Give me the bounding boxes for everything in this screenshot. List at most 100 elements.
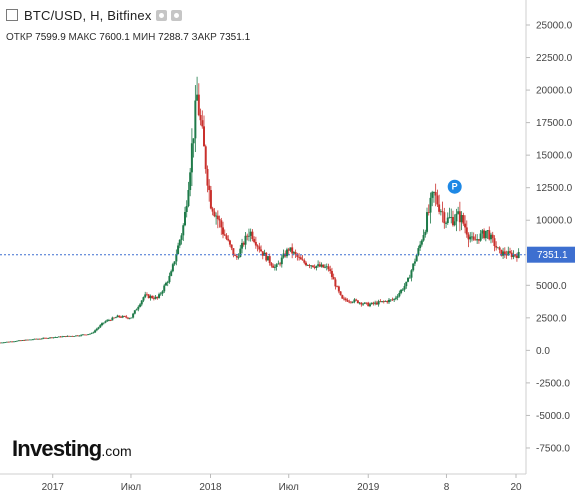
position-marker[interactable] (447, 179, 462, 194)
candle (481, 229, 484, 239)
settings-gear-icon-2[interactable] (170, 10, 182, 21)
candle (11, 341, 14, 343)
candle (118, 315, 121, 319)
candle (502, 247, 505, 260)
candle (368, 302, 371, 308)
candle (16, 340, 19, 342)
candle (464, 215, 467, 234)
y-tick-label: 0.0 (536, 346, 550, 357)
current-price-label: 7351.1 (537, 250, 568, 261)
candle (417, 245, 420, 257)
candle (73, 335, 76, 337)
candle (313, 264, 316, 270)
candle (135, 308, 138, 311)
candle (455, 208, 458, 232)
candle (253, 236, 256, 244)
candle (113, 317, 116, 319)
candle (280, 255, 283, 268)
candle (273, 264, 276, 271)
candle (310, 265, 313, 269)
candle (2, 342, 5, 344)
candle (114, 316, 117, 319)
candle (443, 207, 446, 229)
time-axis: 2017 Июл 2018 Июл 2019 8 20 (0, 473, 526, 493)
y-tick-label: 20000.0 (536, 86, 573, 97)
ohlc-open-label: ОТКР (6, 32, 33, 43)
current-price-label-bg (527, 246, 575, 263)
chart-title: BTC/USD, H, Bitfinex (24, 8, 152, 23)
candle (173, 261, 176, 266)
candle (52, 337, 55, 339)
candle (370, 302, 373, 305)
candle (132, 312, 135, 319)
candle (40, 338, 43, 340)
candle (332, 273, 335, 280)
candle (260, 245, 263, 252)
candle (61, 335, 64, 338)
candle (125, 314, 128, 319)
candle (355, 298, 358, 302)
candle (43, 337, 46, 339)
settings-gear-icon[interactable] (155, 10, 167, 21)
candle (190, 128, 193, 187)
candle (102, 322, 105, 325)
candles-layer (0, 76, 520, 344)
ohlc-close-label: ЗАКР (191, 32, 217, 43)
candle (208, 179, 211, 202)
candle (287, 247, 290, 256)
candle (57, 336, 60, 338)
candle (427, 204, 430, 216)
candle (488, 226, 491, 241)
candle (99, 324, 102, 328)
candle (35, 338, 38, 340)
price-axis: 25000.0 22500.0 20000.0 17500.0 15000.0 12500… (525, 0, 575, 474)
candle (503, 247, 506, 259)
candle (282, 249, 285, 259)
candle (509, 247, 512, 254)
candle (50, 337, 53, 339)
candle (413, 258, 416, 266)
candle (80, 334, 83, 337)
candle (365, 302, 368, 305)
candle (5, 341, 8, 343)
ohlc-low-label: МИН (132, 32, 156, 43)
candle (239, 244, 242, 258)
candle (211, 206, 214, 216)
candle (457, 206, 460, 215)
candle (391, 297, 394, 301)
candle (192, 138, 195, 158)
candle (374, 300, 377, 306)
candle (429, 192, 432, 224)
candle (266, 256, 269, 261)
candle (265, 251, 268, 262)
symbol-square-icon[interactable] (6, 9, 18, 21)
candle (14, 341, 17, 343)
candle (308, 263, 311, 269)
candle (168, 272, 171, 284)
candle (258, 242, 261, 253)
candle (412, 263, 415, 272)
candle (97, 326, 100, 330)
candle (144, 291, 147, 299)
candle (45, 337, 48, 339)
candle (336, 285, 339, 288)
candle (42, 337, 45, 340)
x-tick-label: 2019 (357, 482, 380, 493)
candle (251, 229, 254, 242)
candle (372, 301, 375, 306)
candle (493, 235, 496, 252)
candle (277, 260, 280, 265)
candle (296, 252, 299, 261)
candle (28, 339, 31, 341)
ohlc-row: ОТКР 7599.9 МАКС 7600.1 МИН 7288.7 ЗАКР … (6, 32, 250, 43)
candle (305, 261, 307, 267)
x-tick-label: 2018 (199, 482, 222, 493)
candle (133, 310, 136, 315)
candle (206, 165, 209, 193)
y-tick-label: -5000.0 (536, 411, 570, 422)
marker-layer: P (447, 179, 462, 194)
ohlc-high-label: МАКС (68, 32, 97, 43)
candle (393, 298, 396, 302)
candle (315, 265, 318, 271)
